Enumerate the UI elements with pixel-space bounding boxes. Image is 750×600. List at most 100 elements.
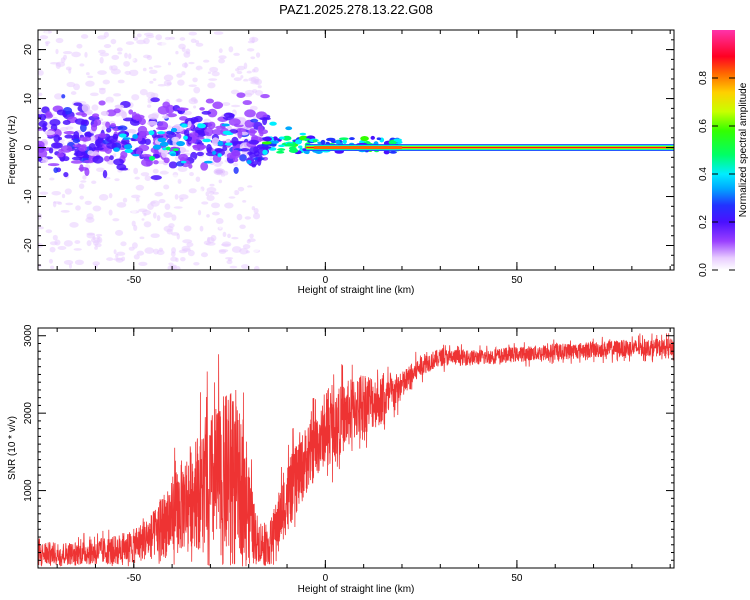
spectral-blob (295, 139, 303, 145)
spectral-blob (204, 127, 214, 137)
spectral-blob (170, 251, 176, 257)
spectral-blob (108, 193, 113, 199)
spectral-blob (78, 145, 88, 152)
spectral-blob (177, 79, 185, 86)
spectral-blob (55, 48, 59, 55)
spectral-blob (92, 261, 100, 266)
spectral-blob (208, 78, 218, 81)
spectral-blob (73, 102, 82, 106)
spectral-blob (166, 228, 173, 235)
spectral-blob (159, 141, 169, 147)
spectral-blob (92, 205, 102, 212)
spectral-blob (105, 101, 113, 108)
spectral-blob (112, 218, 120, 222)
spectral-blob (203, 240, 211, 245)
colorbar-tick-label: 0.0 (698, 263, 709, 277)
y-tick-label: 0 (23, 144, 34, 150)
spectral-blob (246, 239, 251, 244)
spectral-blob (218, 48, 223, 54)
spectral-blob (125, 129, 137, 134)
spectral-blob (170, 267, 176, 270)
spectral-blob (188, 188, 197, 194)
colorbar-tick-label: 0.6 (698, 119, 709, 133)
spectral-blob (109, 65, 113, 71)
spectral-blob (175, 265, 181, 270)
spectral-blob (110, 38, 117, 45)
spectral-blob (95, 139, 100, 149)
spectral-blob (162, 101, 171, 109)
spectral-blob (240, 148, 250, 152)
spectral-blob (276, 150, 285, 154)
spectral-blob (209, 157, 213, 161)
spectral-blob (133, 167, 139, 175)
spectral-blob (79, 195, 84, 200)
spectral-blob (173, 206, 183, 209)
spectral-blob (64, 188, 72, 195)
spectral-blob (188, 84, 197, 88)
spectral-blob (69, 221, 79, 228)
spectral-blob (128, 53, 132, 60)
spectral-blob (86, 240, 92, 247)
spectral-blob (207, 121, 216, 130)
spectral-blob (106, 135, 118, 143)
spectral-blob (166, 130, 173, 135)
y-tick-label: 10 (23, 93, 34, 105)
spectral-blob (242, 200, 247, 203)
spectral-blob (288, 148, 299, 153)
chart-title: PAZ1.2025.278.13.22.G08 (279, 2, 433, 17)
spectral-blob (240, 264, 250, 269)
spectral-blob (149, 69, 158, 75)
spectral-blob (55, 61, 66, 67)
spectral-blob (150, 233, 160, 239)
spectral-blob (254, 265, 260, 270)
spectral-blob (81, 103, 91, 113)
spectral-blob (122, 137, 131, 140)
spectral-blob (237, 130, 243, 139)
spectral-blob (53, 134, 61, 143)
spectral-blob (91, 104, 99, 111)
spectral-blob (240, 75, 244, 79)
spectral-blob (213, 168, 226, 176)
spectral-blob (48, 252, 53, 257)
spectral-blob (128, 109, 134, 115)
spectral-blob (157, 83, 166, 87)
spectral-blob (286, 142, 292, 147)
spectral-blob (299, 132, 307, 136)
spectral-blob (298, 145, 303, 149)
spectral-blob (93, 119, 102, 126)
spectral-blob (138, 208, 148, 213)
spectral-blob (103, 31, 109, 38)
spectral-blob (85, 80, 95, 87)
spectral-blob (161, 40, 169, 47)
spectrogram-ylabel: Frequency (Hz) (7, 116, 18, 185)
spectral-blob (239, 154, 247, 162)
spectral-blob (39, 113, 47, 121)
spectral-blob (150, 175, 162, 181)
spectral-blob (233, 166, 239, 174)
spectral-blob (250, 56, 256, 60)
spectral-blob (133, 114, 145, 120)
spectral-blob (302, 148, 307, 152)
spectral-blob (60, 209, 70, 213)
spectral-blob (75, 205, 81, 211)
spectral-blob (95, 233, 103, 237)
spectral-blob (239, 202, 243, 207)
spectral-blob (143, 32, 154, 37)
spectral-blob (360, 135, 369, 142)
spectral-blob (218, 179, 223, 184)
spectral-blob (78, 183, 85, 189)
spectral-blob (163, 211, 173, 218)
spectral-blob (121, 256, 126, 262)
spectral-blob (55, 37, 64, 44)
spectral-blob (211, 137, 220, 147)
spectral-blob (228, 196, 236, 199)
spectral-blob (152, 78, 157, 82)
spectral-blob (197, 184, 201, 191)
spectral-blob (60, 145, 73, 153)
spectral-blob (278, 144, 285, 148)
spectral-blob (248, 77, 257, 82)
spectral-blob (136, 250, 145, 256)
spectral-blob (376, 137, 382, 141)
spectral-blob (232, 218, 238, 225)
spectral-blob (233, 77, 242, 82)
